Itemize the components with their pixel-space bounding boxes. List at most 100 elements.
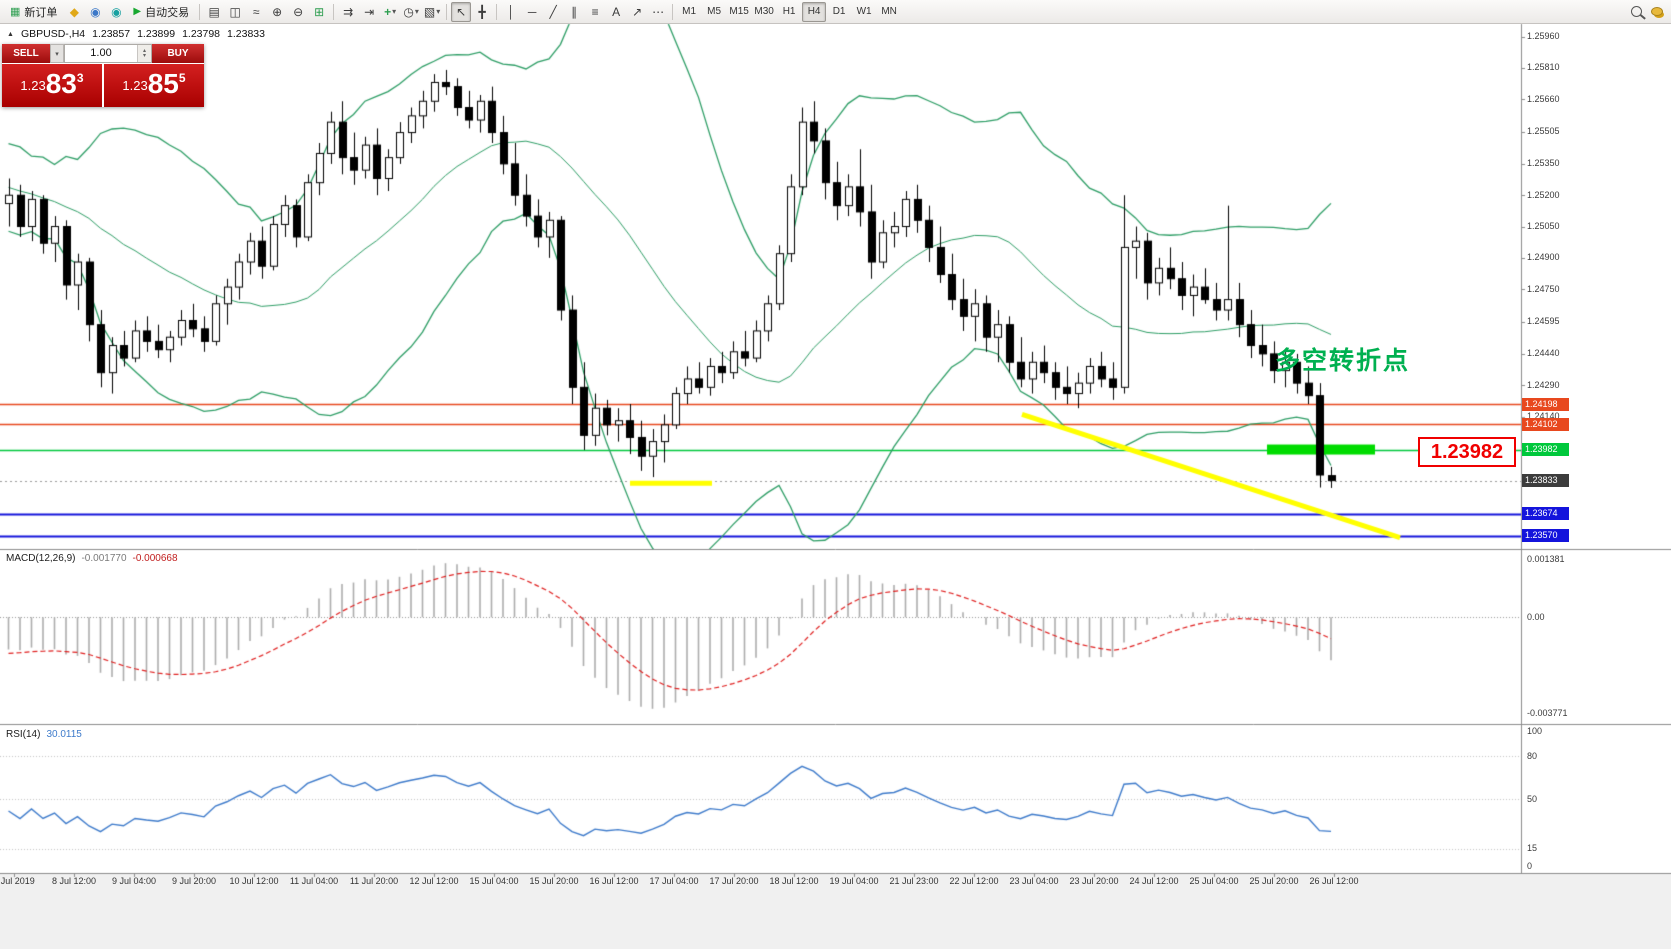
terminal-button[interactable]: ◉: [106, 2, 126, 22]
bid-prefix: 1.23: [20, 78, 46, 93]
toolbar-separator: [672, 3, 674, 20]
rsi-name: RSI(14): [6, 729, 41, 740]
indicators-button[interactable]: + ▾: [380, 2, 400, 22]
annotation-price-callout[interactable]: 1.23982: [1418, 437, 1516, 467]
crosshair-icon: ╋: [478, 4, 486, 19]
macd-signal-value: -0.000668: [132, 553, 178, 564]
template-icon: ▧: [423, 4, 436, 19]
candlestick-chart-icon: ◫: [229, 4, 241, 19]
clock-icon: ◷: [403, 4, 414, 19]
vertical-line-icon: │: [507, 4, 515, 19]
timeframe-m15-button[interactable]: M15: [729, 6, 749, 17]
chevron-down-icon: ▾: [392, 7, 397, 16]
metaeditor-button[interactable]: ◆: [64, 2, 84, 22]
toolbar-separator: [496, 3, 498, 20]
quote-close: 1.23833: [227, 28, 265, 40]
new-order-button[interactable]: ▦ 新订单: [4, 2, 63, 22]
trendline-tool-button[interactable]: ╱: [543, 2, 563, 22]
quote-open: 1.23857: [92, 28, 131, 40]
quote-symbol-period: GBPUSD-,H4: [20, 28, 86, 40]
strategy-tester-icon: ◉: [90, 4, 101, 19]
cursor-tool-button[interactable]: ↖: [451, 1, 472, 22]
zoom-out-icon: ⊖: [293, 4, 304, 19]
horizontal-line-tool-button[interactable]: ─: [522, 2, 542, 22]
auto-scroll-button[interactable]: ⇉: [338, 2, 358, 22]
timeframe-mn-button[interactable]: MN: [881, 6, 897, 17]
timeframe-d1-button[interactable]: D1: [832, 6, 846, 17]
metaeditor-icon: ◆: [69, 4, 80, 19]
trade-settings-dropdown[interactable]: ▾: [50, 44, 64, 63]
macd-indicator-label: MACD(12,26,9) -0.001770 -0.000668: [6, 553, 178, 564]
sell-price-button[interactable]: 1.23 83 3: [2, 64, 102, 107]
lot-size-value: 1.00: [90, 47, 112, 59]
toolbar-separator: [446, 3, 448, 20]
timeframe-m5-button[interactable]: M5: [707, 6, 722, 17]
coins-icon: [1651, 7, 1663, 16]
buy-button[interactable]: BUY: [152, 44, 204, 63]
search-icon: [1630, 6, 1642, 17]
auto-scroll-icon: ⇉: [343, 4, 354, 19]
quote-low: 1.23798: [182, 28, 221, 40]
new-order-icon: ▦: [10, 6, 21, 18]
autotrading-play-icon: ▶: [133, 6, 142, 17]
periods-button[interactable]: ◷ ▾: [401, 2, 421, 22]
strategy-tester-button[interactable]: ◉: [85, 2, 105, 22]
triangle-up-icon: ▲: [7, 30, 14, 38]
lot-stepper[interactable]: ▴ ▾: [137, 45, 151, 62]
fibonacci-icon: ≡: [591, 4, 599, 19]
trendline-icon: ╱: [549, 4, 557, 19]
channel-icon: ∥: [571, 4, 578, 19]
one-click-trading-panel: SELL ▾ 1.00 ▴ ▾ BUY 1.23 83 3 1.23 85 5: [2, 44, 204, 107]
lot-size-input[interactable]: 1.00 ▴ ▾: [64, 44, 152, 63]
ask-prefix: 1.23: [122, 78, 148, 93]
new-order-label: 新订单: [24, 6, 58, 19]
terminal-icon: ◉: [111, 4, 122, 19]
bar-chart-button[interactable]: ▤: [204, 2, 224, 22]
text-tool-button[interactable]: A: [606, 2, 626, 22]
channel-tool-button[interactable]: ∥: [564, 2, 584, 22]
timeframe-m1-button[interactable]: M1: [682, 6, 697, 17]
buy-price-button[interactable]: 1.23 85 5: [104, 64, 204, 107]
timeframe-toolbar: M1 M5 M15 M30 H1 H4 D1 W1 MN: [677, 1, 901, 22]
chart-shift-icon: ⇥: [364, 4, 375, 19]
ask-main: 85: [147, 68, 179, 99]
timeframe-h1-button[interactable]: H1: [782, 6, 796, 17]
timeframe-m30-button[interactable]: M30: [754, 6, 774, 17]
arrows-tool-button[interactable]: ↗: [627, 2, 647, 22]
annotation-turning-point[interactable]: 多空转折点: [1275, 347, 1411, 375]
timeframe-w1-button[interactable]: W1: [856, 6, 872, 17]
line-chart-button[interactable]: ≈: [246, 2, 266, 22]
tile-windows-button[interactable]: ⊞: [309, 2, 329, 22]
quote-high: 1.23899: [137, 28, 176, 40]
rsi-value: 30.0115: [46, 729, 82, 740]
sell-button[interactable]: SELL: [2, 44, 50, 63]
main-toolbar: ▦ 新订单 ◆ ◉ ◉ ▶ 自动交易 ▤ ◫ ≈ ⊕ ⊖ ⊞ ⇉ ⇥ + ▾ ◷: [0, 0, 1671, 24]
chart-quote: ▲ GBPUSD-,H4 1.23857 1.23899 1.23798 1.2…: [7, 28, 265, 40]
indicators-icon: +: [384, 4, 392, 19]
templates-button[interactable]: ▧ ▾: [422, 2, 442, 22]
spin-up-icon[interactable]: ▴: [142, 47, 146, 54]
vertical-line-tool-button[interactable]: │: [501, 2, 521, 22]
tile-windows-icon: ⊞: [314, 4, 325, 19]
bid-fraction: 3: [76, 71, 84, 85]
autotrading-button[interactable]: ▶ 自动交易: [127, 2, 195, 22]
chart-shift-button[interactable]: ⇥: [359, 2, 379, 22]
spin-down-icon[interactable]: ▾: [142, 52, 146, 59]
fibonacci-tool-button[interactable]: ≡: [585, 2, 605, 22]
ask-fraction: 5: [178, 71, 186, 85]
timeframe-h4-button[interactable]: H4: [802, 1, 827, 22]
ellipsis-icon: ⋯: [652, 4, 665, 19]
more-tools-button[interactable]: ⋯: [648, 2, 668, 22]
rsi-indicator-label: RSI(14) 30.0115: [6, 729, 82, 740]
candlestick-chart-button[interactable]: ◫: [225, 2, 245, 22]
accounts-button[interactable]: [1647, 2, 1667, 22]
text-tool-icon: A: [612, 4, 621, 19]
symbol-search-button[interactable]: [1626, 2, 1646, 22]
zoom-in-icon: ⊕: [272, 4, 283, 19]
zoom-in-button[interactable]: ⊕: [267, 2, 287, 22]
zoom-out-button[interactable]: ⊖: [288, 2, 308, 22]
macd-name: MACD(12,26,9): [6, 553, 76, 564]
crosshair-tool-button[interactable]: ╋: [472, 2, 492, 22]
chevron-down-icon: ▾: [436, 7, 441, 16]
